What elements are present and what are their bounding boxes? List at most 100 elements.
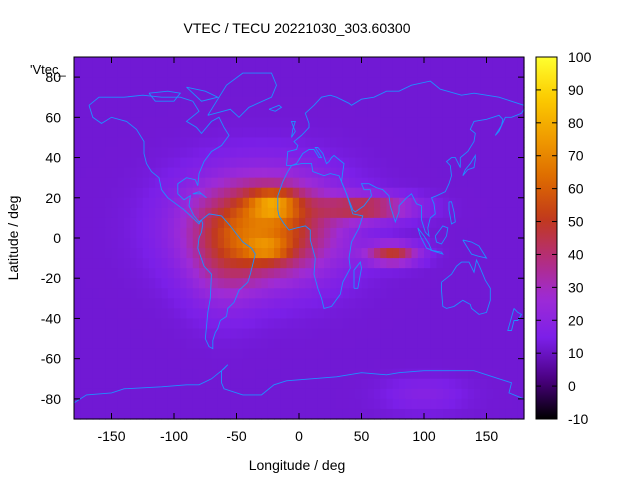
heatmap-cell — [242, 248, 250, 259]
heatmap-cell — [174, 127, 181, 139]
heatmap-cell — [224, 238, 231, 249]
heatmap-cell — [486, 378, 494, 390]
heatmap-cell — [411, 238, 419, 249]
heatmap-cell — [442, 288, 450, 299]
heatmap-cell — [492, 378, 500, 390]
heatmap-cell — [236, 338, 244, 350]
heatmap-cell — [455, 368, 463, 380]
heatmap-cell — [486, 388, 494, 400]
heatmap-cell — [517, 197, 525, 209]
heatmap-cell — [411, 348, 419, 360]
heatmap-cell — [211, 137, 219, 149]
heatmap-cell — [342, 408, 350, 420]
heatmap-cell — [374, 358, 381, 370]
heatmap-cell — [274, 207, 281, 219]
heatmap-cell — [342, 388, 350, 400]
heatmap-cell — [311, 167, 319, 179]
heatmap-cell — [467, 87, 475, 98]
heatmap-cell — [117, 217, 125, 229]
heatmap-cell — [205, 217, 213, 229]
heatmap-cell — [374, 197, 381, 209]
heatmap-cell — [399, 398, 406, 410]
heatmap-cell — [461, 318, 469, 330]
heatmap-cell — [449, 318, 456, 330]
heatmap-cell — [474, 97, 481, 108]
heatmap-cell — [230, 187, 238, 199]
heatmap-cell — [286, 97, 294, 108]
heatmap-cell — [380, 278, 388, 289]
heatmap-cell — [124, 97, 131, 108]
heatmap-cell — [305, 298, 313, 309]
heatmap-cell — [442, 117, 450, 128]
heatmap-cell — [249, 207, 256, 219]
heatmap-cell — [361, 197, 369, 209]
heatmap-cell — [324, 398, 331, 410]
heatmap-cell — [299, 408, 306, 420]
heatmap-cell — [336, 378, 344, 390]
heatmap-cell — [161, 157, 169, 169]
heatmap-cell — [86, 288, 94, 299]
heatmap-cell — [186, 258, 194, 269]
heatmap-cell — [392, 107, 400, 118]
heatmap-cell — [317, 348, 325, 360]
heatmap-cell — [255, 107, 263, 118]
heatmap-cell — [92, 177, 100, 189]
heatmap-cell — [374, 408, 381, 420]
heatmap-cell — [299, 358, 306, 370]
heatmap-cell — [417, 298, 425, 309]
heatmap-cell — [149, 217, 156, 229]
heatmap-cell — [442, 207, 450, 219]
heatmap-cell — [74, 368, 81, 380]
heatmap-cell — [274, 258, 281, 269]
heatmap-cell — [130, 207, 138, 219]
heatmap-cell — [411, 107, 419, 118]
heatmap-cell — [105, 167, 113, 179]
heatmap-cell — [436, 177, 444, 189]
heatmap-cell — [292, 227, 300, 239]
heatmap-cell — [399, 87, 406, 98]
heatmap-cell — [405, 378, 413, 390]
heatmap-cell — [449, 408, 456, 420]
heatmap-cell — [217, 388, 225, 400]
heatmap-cell — [255, 187, 263, 199]
heatmap-cell — [136, 328, 144, 340]
heatmap-cell — [480, 348, 488, 360]
heatmap-cell — [105, 177, 113, 189]
heatmap-cell — [324, 348, 331, 360]
y-tick-label: 80 — [45, 69, 61, 85]
heatmap-cell — [455, 67, 463, 78]
heatmap-cell — [136, 137, 144, 149]
heatmap-cell — [86, 378, 94, 390]
heatmap-cell — [261, 197, 269, 209]
heatmap-cell — [424, 398, 431, 410]
heatmap-cell — [317, 67, 325, 78]
heatmap-cell — [92, 238, 100, 249]
heatmap-cell — [505, 57, 513, 68]
heatmap-cell — [274, 288, 281, 299]
heatmap-cell — [142, 97, 150, 108]
heatmap-cell — [74, 398, 81, 410]
heatmap-cell — [186, 268, 194, 279]
heatmap-cell — [136, 408, 144, 420]
heatmap-cell — [349, 258, 356, 269]
heatmap-cell — [142, 187, 150, 199]
heatmap-cell — [505, 147, 513, 159]
heatmap-cell — [124, 398, 131, 410]
heatmap-cell — [274, 308, 281, 320]
heatmap-cell — [155, 278, 163, 289]
heatmap-cell — [380, 378, 388, 390]
heatmap-cell — [74, 187, 81, 199]
heatmap-cell — [211, 408, 219, 420]
heatmap-cell — [499, 308, 506, 320]
heatmap-cell — [117, 117, 125, 128]
heatmap-cell — [455, 318, 463, 330]
heatmap-cell — [505, 368, 513, 380]
heatmap-cell — [442, 227, 450, 239]
heatmap-cell — [130, 328, 138, 340]
heatmap-cell — [155, 67, 163, 78]
heatmap-cell — [211, 217, 219, 229]
heatmap-cell — [417, 107, 425, 118]
heatmap-cell — [86, 298, 94, 309]
heatmap-cell — [405, 87, 413, 98]
heatmap-cell — [186, 207, 194, 219]
